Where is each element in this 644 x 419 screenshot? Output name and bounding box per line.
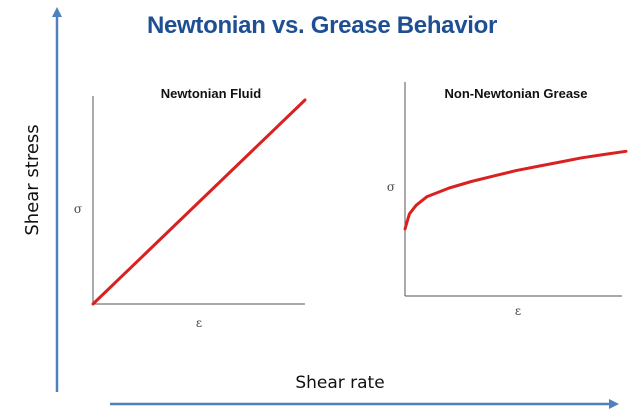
newtonian-y-symbol: σ <box>74 202 82 216</box>
figure-title: Newtonian vs. Grease Behavior <box>146 12 498 39</box>
grease-panel-title: Non-Newtonian Grease <box>444 86 587 101</box>
newtonian-stress-line <box>91 98 307 306</box>
newtonian-panel: Newtonian Fluid σ ε <box>74 86 307 330</box>
grease-x-symbol: ε <box>515 304 521 318</box>
grease-stress-curve <box>403 149 628 231</box>
newtonian-panel-title: Newtonian Fluid <box>161 86 261 101</box>
outer-y-axis-label: Shear stress <box>22 124 43 235</box>
newtonian-x-symbol: ε <box>196 316 202 330</box>
grease-panel: Non-Newtonian Grease σ ε <box>387 82 628 318</box>
grease-y-symbol: σ <box>387 180 395 194</box>
outer-x-axis-label: Shear rate <box>295 373 384 393</box>
